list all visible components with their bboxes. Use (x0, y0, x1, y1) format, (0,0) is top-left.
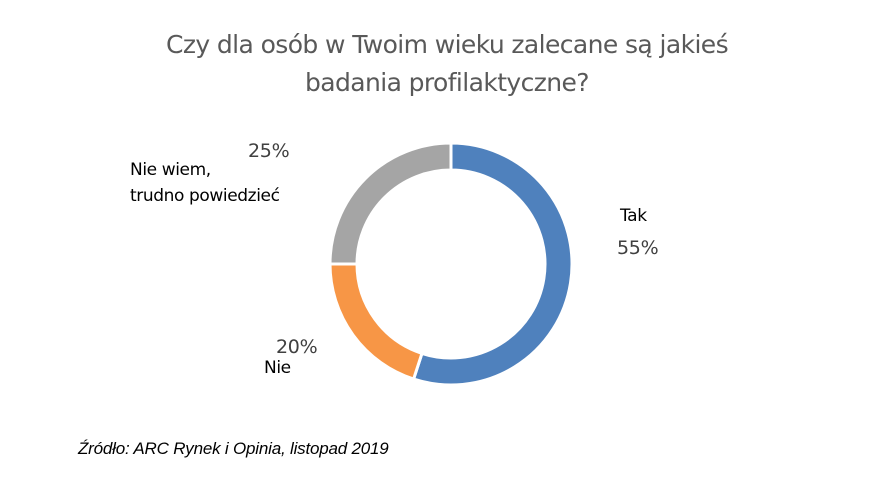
source-note: Źródło: ARC Rynek i Opinia, listopad 201… (78, 439, 389, 458)
chart-title-line-1: Czy dla osób w Twoim wieku zalecane są j… (165, 30, 729, 59)
label-nie-category: Nie (264, 358, 291, 378)
label-tak-percent: 55% (617, 237, 659, 259)
donut-slice-nie (328, 262, 424, 381)
label-nie-wiem-percent: 25% (248, 140, 290, 162)
label-tak-category: Tak (620, 206, 647, 226)
chart-title: Czy dla osób w Twoim wieku zalecane są j… (0, 26, 894, 102)
label-nie-wiem-line-1: Nie wiem, (130, 160, 211, 180)
chart-title-line-2: badania profilaktyczne? (305, 68, 590, 97)
donut-slice-tak (411, 141, 574, 387)
donut-slice-nie-wiem (328, 141, 453, 266)
label-nie-percent: 20% (276, 336, 318, 358)
donut-slices (328, 141, 574, 387)
label-nie-wiem-line-2: trudno powiedzieć (130, 186, 280, 206)
